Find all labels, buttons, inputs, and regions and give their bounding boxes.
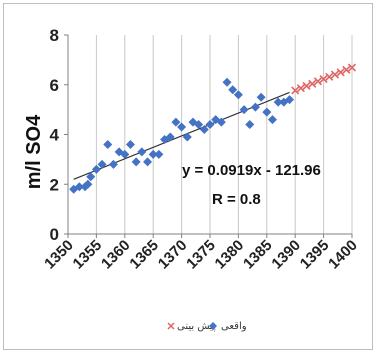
forecast-point — [319, 74, 328, 84]
x-tick-label: 1400 — [325, 237, 361, 273]
observed-point — [245, 120, 255, 130]
observed-point — [250, 102, 260, 112]
observed-point — [233, 90, 243, 100]
y-tick-label: 8 — [50, 26, 59, 45]
x-tick-label: 1370 — [155, 237, 191, 273]
forecast-point — [342, 65, 351, 74]
y-axis-label: m/l SO4 — [23, 114, 45, 189]
y-tick-label: 6 — [50, 76, 59, 95]
observed-point — [131, 157, 141, 167]
observed-point — [154, 149, 164, 159]
observed-point — [273, 97, 283, 107]
legend-marker-forecast — [167, 322, 175, 330]
observed-point — [228, 85, 238, 95]
legend-label-forecast: پیش بینی — [177, 321, 216, 332]
forecast-point — [325, 72, 334, 81]
x-tick-label: 1380 — [212, 237, 248, 273]
observed-point — [239, 105, 249, 115]
observed-point — [222, 77, 232, 87]
forecast-point — [313, 77, 322, 86]
x-tick-label: 1375 — [183, 237, 219, 273]
observed-point — [285, 95, 295, 105]
y-tick-label: 2 — [50, 175, 59, 194]
observed-point — [205, 120, 215, 130]
x-tick-label: 1350 — [41, 237, 77, 273]
observed-point — [194, 120, 204, 130]
legend-marker-observed — [209, 322, 217, 330]
observed-point — [177, 122, 187, 132]
observed-point — [120, 149, 130, 159]
observed-point — [262, 107, 272, 117]
y-tick-label: 4 — [50, 126, 60, 145]
observed-point — [267, 115, 277, 125]
observed-point — [97, 159, 107, 169]
observed-point — [108, 159, 118, 169]
x-tick-label: 1385 — [240, 237, 276, 273]
trendline-equation: y = 0.0919x - 121.96 — [182, 162, 321, 179]
forecast-point — [330, 70, 340, 79]
observed-point — [165, 132, 175, 142]
observed-point — [83, 179, 93, 189]
forecast-point — [291, 86, 300, 95]
observed-point — [91, 164, 101, 174]
x-tick-label: 1360 — [98, 237, 134, 273]
forecast-point — [302, 81, 311, 91]
observed-point — [86, 172, 96, 182]
y-tick-label: 0 — [50, 225, 59, 244]
legend-label-observed: واقعی — [221, 321, 247, 332]
axes — [64, 34, 353, 238]
r-value-annotation: R = 0.8 — [212, 191, 261, 208]
x-tick-label: 1390 — [268, 237, 304, 273]
observed-point — [171, 117, 181, 127]
observed-point — [182, 132, 192, 142]
observed-point — [199, 125, 209, 135]
observed-point — [216, 117, 226, 127]
data-marks — [69, 63, 357, 194]
legend: پیش بینی واقعی — [167, 321, 247, 332]
chart-frame — [3, 3, 373, 350]
observed-point — [74, 182, 84, 192]
observed-point — [256, 92, 266, 102]
x-tick-labels: 1350135513601365137013751380138513901395… — [41, 237, 361, 273]
forecast-point — [336, 68, 345, 77]
observed-point — [137, 147, 147, 157]
x-tick-label: 1355 — [70, 237, 106, 273]
observed-point — [125, 139, 135, 149]
observed-point — [143, 157, 153, 167]
observed-point — [103, 139, 113, 149]
forecast-point — [296, 84, 305, 93]
x-tick-label: 1395 — [297, 237, 333, 273]
forecast-point — [308, 79, 317, 88]
forecast-point — [347, 63, 357, 72]
x-tick-label: 1365 — [126, 237, 162, 273]
y-tick-labels: 0 2 4 6 8 — [50, 26, 60, 244]
observed-point — [148, 149, 158, 159]
